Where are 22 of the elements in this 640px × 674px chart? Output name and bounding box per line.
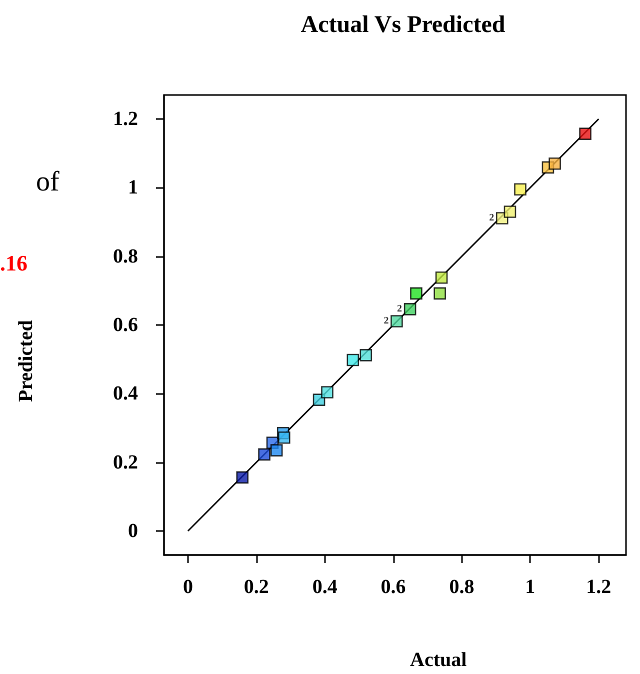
y-tick-label: 1 <box>128 176 138 199</box>
y-tick-label: 0.6 <box>113 314 138 336</box>
chart-title: Actual Vs Predicted <box>300 12 506 38</box>
y-tick-label: 0.2 <box>113 451 138 474</box>
annotation: 2 <box>489 212 494 224</box>
x-tick-label: 0.2 <box>244 576 269 598</box>
text: of <box>36 166 60 198</box>
text: .16 <box>0 250 28 276</box>
annotation: 2 <box>397 304 402 315</box>
y-axis-title: Predicted <box>15 320 37 402</box>
y-tick-label: 1.2 <box>113 108 138 130</box>
annotation: 2 <box>384 316 389 327</box>
x-axis-title: Actual <box>410 649 468 671</box>
y-tick-label: 0.4 <box>113 382 138 405</box>
x-tick-label: 0.4 <box>312 576 338 598</box>
y-tick-label: 0.8 <box>113 245 138 268</box>
x-tick-label: 1.2 <box>586 576 612 598</box>
x-tick-label: 0.6 <box>380 576 406 598</box>
y-tick-label: 0 <box>128 520 138 542</box>
x-tick-label: 0.8 <box>449 576 474 598</box>
x-tick-label: 1 <box>525 576 536 598</box>
x-tick-label: 0 <box>182 576 193 598</box>
